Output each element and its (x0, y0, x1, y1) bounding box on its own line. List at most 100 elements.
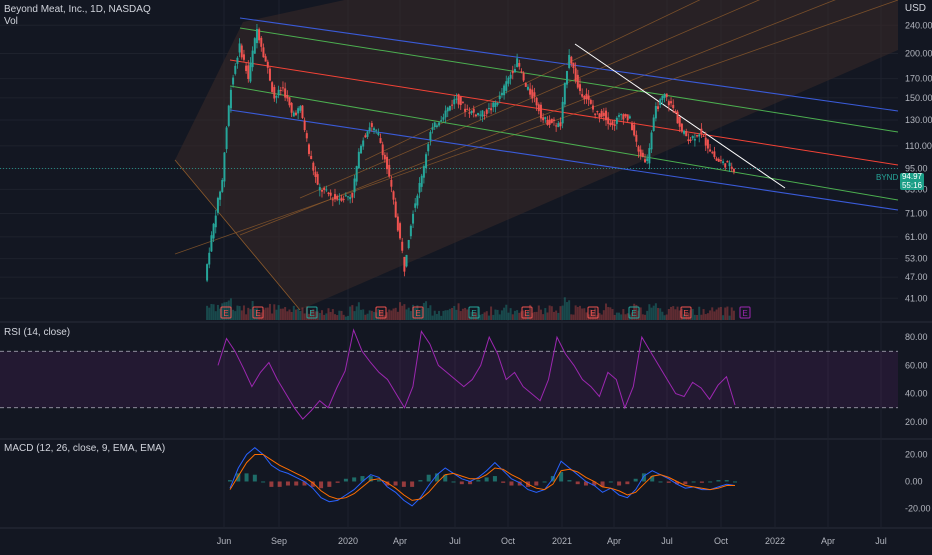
macd-histogram-bar (666, 481, 671, 483)
candle-body (706, 139, 709, 149)
candle-body (570, 56, 573, 64)
macd-legend[interactable]: MACD (12, 26, close, 9, EMA, EMA) (4, 443, 166, 454)
volume-bar (574, 305, 577, 320)
candle-body (724, 163, 727, 168)
candle-body (427, 144, 430, 152)
channel-lower-green (229, 85, 899, 201)
candle-body (227, 105, 230, 126)
volume-bar (633, 303, 636, 320)
volume-bar (500, 310, 503, 320)
x-tick-label: Apr (821, 536, 835, 546)
candle-body (685, 131, 688, 137)
volume-bar (364, 314, 367, 320)
candle-body (680, 123, 683, 132)
candle-body (663, 94, 666, 98)
volume-bar (715, 309, 718, 320)
volume-bar (696, 315, 699, 320)
candle-body (271, 82, 274, 92)
volume-bar (511, 314, 514, 320)
candle-body (477, 112, 480, 116)
candle-body (245, 65, 248, 72)
candle-body (535, 97, 538, 106)
signal-line (229, 454, 735, 501)
candle-layer (206, 23, 735, 283)
candle-body (672, 104, 675, 109)
candle-body (700, 128, 703, 134)
candle-body (383, 154, 386, 160)
volume-bar (351, 305, 354, 320)
macd-histogram-bar (716, 480, 721, 482)
candle-body (403, 256, 406, 272)
volume-bar (487, 315, 490, 320)
volume-bar (405, 309, 408, 320)
volume-bar (667, 308, 670, 320)
earnings-marker (220, 306, 232, 319)
currency-label[interactable]: USD (904, 3, 926, 14)
volume-bar (631, 312, 634, 320)
candle-body (258, 29, 261, 41)
volume-bar (214, 311, 217, 320)
candle-body (670, 101, 673, 104)
candle-body (711, 152, 714, 154)
candle-body (446, 107, 449, 112)
volume-bar (245, 314, 248, 320)
candle-body (316, 174, 319, 185)
earnings-marker-label: E (590, 309, 595, 318)
candle-body (390, 179, 393, 187)
volume-bar (650, 307, 653, 320)
candle-body (474, 114, 477, 117)
candle-body (262, 47, 265, 58)
volume-bar (700, 314, 703, 320)
volume-bar (483, 312, 486, 320)
candle-body (468, 112, 471, 114)
volume-bar (507, 312, 510, 320)
volume-bar (275, 309, 278, 320)
candle-body (615, 117, 618, 124)
candle-body (631, 122, 634, 131)
channel-median-red (229, 59, 899, 166)
volume-legend[interactable]: Vol (4, 16, 18, 27)
candle-body (396, 216, 399, 231)
volume-bar (663, 315, 666, 320)
volume-bar (431, 315, 434, 320)
volume-bar (470, 311, 473, 320)
volume-bar (665, 314, 668, 320)
volume-bar (602, 310, 605, 320)
volume-bar (529, 304, 532, 320)
candle-body (719, 159, 722, 162)
symbol-legend[interactable]: Beyond Meat, Inc., 1D, NASDAQ (4, 4, 151, 15)
volume-bar (260, 312, 263, 320)
macd-histogram-bar (335, 481, 340, 483)
earnings-marker-label: E (683, 309, 688, 318)
candle-body (646, 158, 649, 161)
candle-body (568, 54, 571, 68)
candle-body (327, 192, 330, 195)
rsi-tick-label: 40.00 (905, 389, 928, 399)
volume-bar (520, 311, 523, 320)
volume-bar (600, 314, 603, 320)
volume-bar (318, 313, 321, 320)
macd-histogram-bar (236, 473, 241, 482)
rsi-legend[interactable]: RSI (14, close) (4, 327, 71, 338)
y-tick-label: 95.00 (905, 163, 928, 173)
volume-bar (362, 309, 365, 320)
volume-bar (288, 309, 291, 320)
y-tick-label: 170.00 (905, 74, 932, 84)
candle-body (451, 104, 454, 106)
volume-bar (659, 308, 662, 320)
candle-body (696, 135, 699, 137)
candle-body (516, 58, 519, 67)
macd-histogram-bar (733, 481, 737, 483)
volume-bar (333, 314, 336, 320)
candle-body (539, 104, 542, 119)
volume-bar (206, 305, 209, 320)
x-tick-label: Jul (661, 536, 673, 546)
macd-line (229, 447, 736, 507)
candle-body (288, 97, 291, 106)
volume-bar (676, 306, 679, 320)
candle-body (457, 94, 460, 105)
candle-body (409, 225, 412, 237)
volume-bar (284, 307, 287, 320)
